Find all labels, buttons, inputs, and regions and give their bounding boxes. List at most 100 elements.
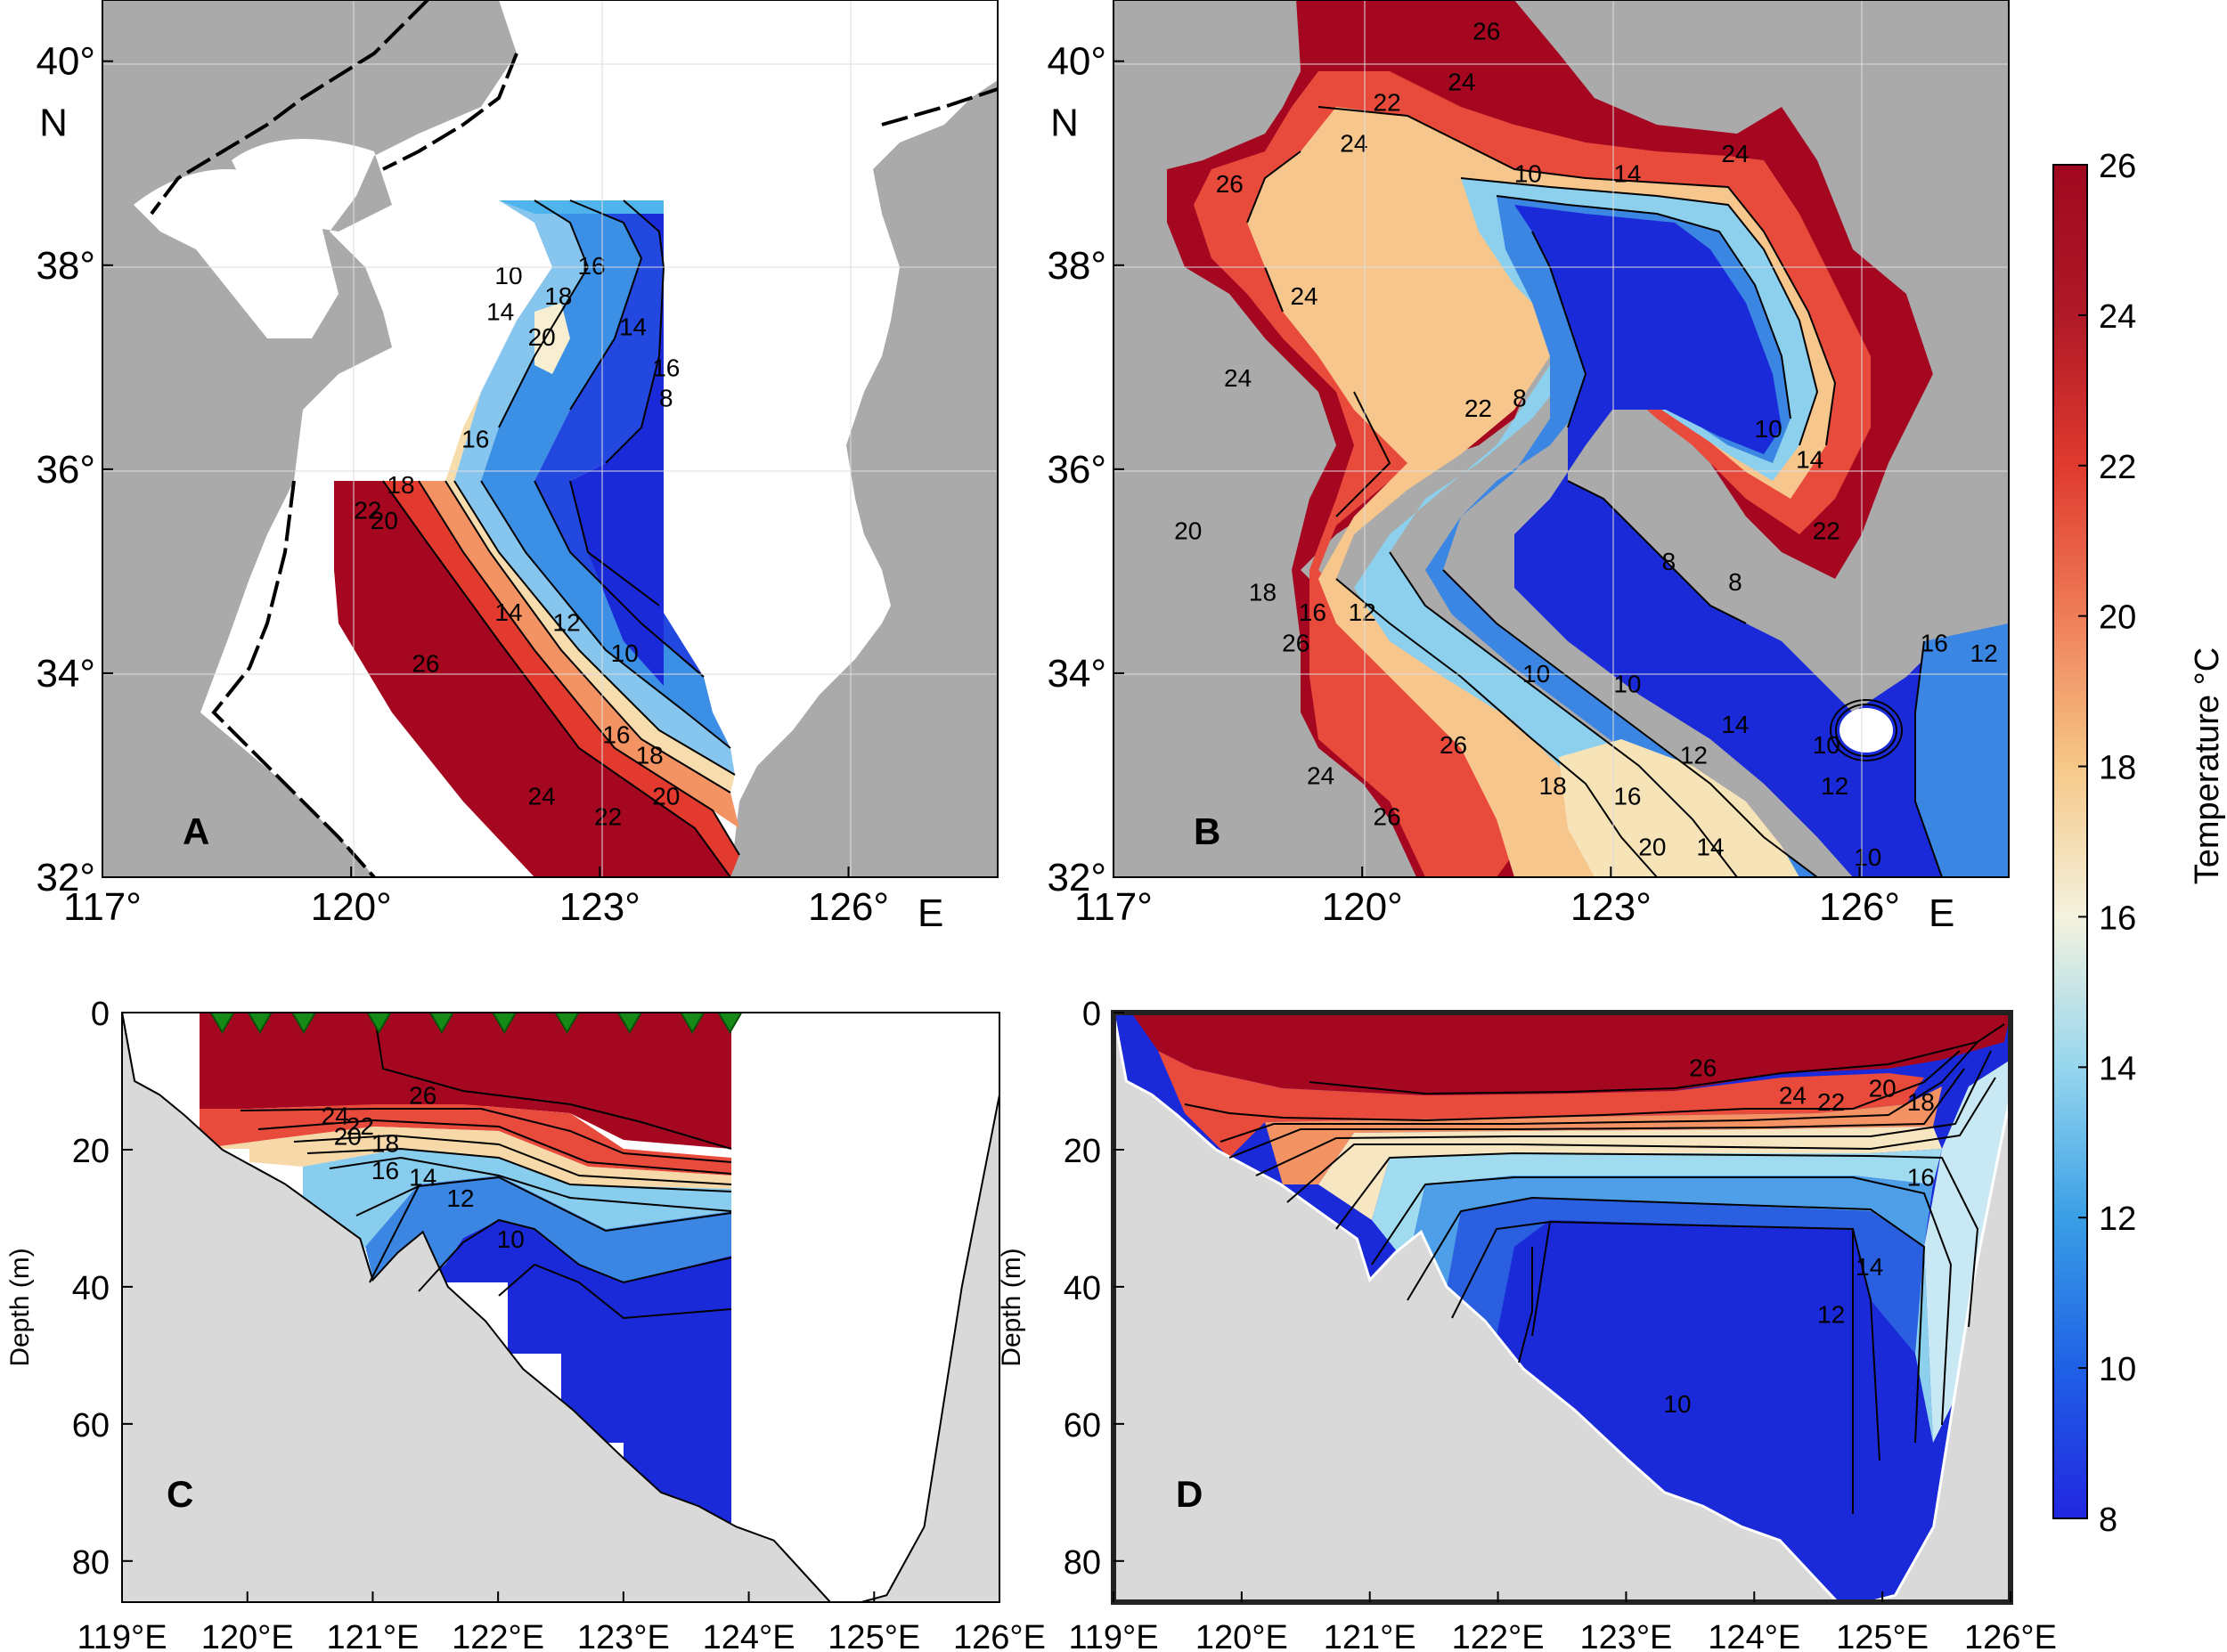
contour-label: 10: [611, 639, 639, 667]
contour-label: 20: [334, 1123, 362, 1151]
contour-label: 12: [1349, 598, 1376, 626]
x-tick-label: 119°E: [1068, 1619, 1158, 1652]
x-tick-label: 121°E: [326, 1619, 419, 1652]
contour-label: 16: [1613, 782, 1641, 810]
station-marker: [366, 1013, 392, 1034]
y-tick-label: 32°: [1047, 856, 1106, 899]
y-axis-label: Depth (m): [5, 1248, 35, 1366]
panel-b-letter: B: [1194, 810, 1220, 852]
contour-label: 10: [1813, 731, 1840, 759]
contour-label: 26: [1282, 630, 1309, 657]
contour-label: 24: [1224, 364, 1252, 392]
y-tick-label: 20: [1064, 1133, 1101, 1170]
panel-b-frame: [1113, 0, 2010, 878]
contour-label: 14: [494, 598, 522, 626]
y-tick-label: 80: [72, 1544, 110, 1582]
colorbar-bar: [2052, 164, 2088, 1519]
panel-d-letter: D: [1176, 1473, 1203, 1515]
x-tick-label: 120°E: [201, 1619, 294, 1652]
panel-a-letter: A: [183, 810, 209, 852]
colorbar-tick-label: 16: [2099, 899, 2136, 937]
contour-label: 20: [371, 507, 398, 534]
colorbar-tick-label: 18: [2099, 750, 2136, 787]
colorbar-tick-label: 8: [2099, 1501, 2117, 1539]
x-tick-label: 125°E: [1836, 1619, 1929, 1652]
y-unit-label: N: [39, 101, 68, 144]
contour-label: 24: [1721, 140, 1749, 167]
colorbar-ticks: 26 24 22 20 18 16 14 12 10 8: [2078, 148, 2136, 1539]
contour-label: 14: [1696, 834, 1724, 861]
panel-d-contour-labels: 26 24 22 20 18 16 14 12 10: [1663, 1054, 1934, 1418]
contour-label: 10: [1854, 843, 1881, 871]
x-tick-label: 117°: [1074, 885, 1153, 929]
x-tick-label: 126°E: [953, 1619, 1046, 1652]
contour-label: 8: [659, 385, 673, 412]
contour-label: 20: [1174, 517, 1202, 545]
contour-label: 24: [1779, 1081, 1807, 1109]
contour-label: 12: [1817, 1301, 1845, 1329]
contour-label: 14: [1856, 1253, 1883, 1281]
colorbar-label: Temperature °C: [2189, 647, 2226, 885]
y-tick-label: 40°: [36, 40, 95, 84]
panel-d-section: 26 24 22 20 18 16 14 12 10 D 119°E 120°E 121°E 122°…: [997, 996, 2057, 1652]
contour-label: 12: [1821, 772, 1848, 800]
y-tick-label: 40: [1064, 1270, 1101, 1307]
contour-label: 22: [347, 1112, 374, 1140]
station-marker: [428, 1013, 454, 1034]
contour-label: 16: [1299, 598, 1326, 626]
contour-label: 24: [322, 1102, 349, 1129]
contour-label: 26: [1689, 1054, 1717, 1082]
y-tick-label: 34°: [1047, 652, 1106, 696]
x-tick-label: 123°E: [577, 1619, 670, 1652]
station-marker: [680, 1013, 706, 1034]
y-tick-label: 40°: [1047, 40, 1106, 84]
colorbar-tick-label: 20: [2099, 599, 2136, 637]
contour-label: 18: [544, 282, 572, 310]
panel-c-frame: [121, 1012, 1000, 1603]
y-tick-label: 0: [1082, 996, 1101, 1033]
station-marker: [616, 1013, 642, 1034]
contour-label: 10: [1514, 160, 1542, 188]
contour-label: 22: [354, 497, 381, 525]
panel-b-land-overlay: [1114, 0, 2009, 877]
contour-label: 12: [1970, 639, 1998, 667]
x-unit-label: E: [918, 891, 943, 935]
contour-label: 12: [446, 1184, 474, 1212]
panel-b-contours: [1246, 106, 1943, 877]
x-unit-label: E: [1929, 891, 1954, 935]
contour-label: 16: [371, 1157, 399, 1184]
contour-label: 14: [1721, 711, 1749, 738]
y-unit-label: N: [1050, 101, 1079, 144]
contour-label: 12: [1680, 742, 1708, 769]
panel-a-axes: 117° 120° 123° 126° E 32° 34° 36° 38° 40° N: [36, 40, 943, 935]
x-tick-label: 120°E: [1195, 1619, 1288, 1652]
panel-d-axes: 119°E 120°E 121°E 122°E 123°E 124°E 125°E 126°E…: [997, 996, 2057, 1652]
panel-b-grid: [1114, 0, 2009, 877]
panel-a-frame: [102, 0, 999, 878]
colorbar-tick-label: 12: [2099, 1200, 2136, 1238]
y-tick-label: 60: [72, 1407, 110, 1444]
contour-label: 16: [461, 426, 489, 453]
y-tick-label: 20: [72, 1133, 110, 1170]
x-tick-label: 123°: [1570, 885, 1652, 929]
panel-a-grid: [102, 0, 998, 877]
contour-label: 22: [594, 802, 622, 830]
panel-b-island: [1840, 708, 1893, 753]
contour-label: 22: [1817, 1088, 1845, 1116]
contour-label: 8: [1513, 385, 1527, 412]
y-tick-label: 38°: [1047, 244, 1106, 288]
x-tick-label: 120°: [1322, 885, 1403, 929]
contour-label: 20: [1638, 834, 1666, 861]
station-marker: [717, 1013, 743, 1034]
y-tick-label: 38°: [36, 244, 95, 288]
contour-label: 22: [1374, 89, 1401, 117]
x-tick-label: 119°E: [77, 1619, 167, 1652]
colorbar-tick-label: 22: [2099, 449, 2136, 486]
contour-label: 16: [602, 721, 630, 749]
contour-label: 24: [1448, 69, 1475, 96]
